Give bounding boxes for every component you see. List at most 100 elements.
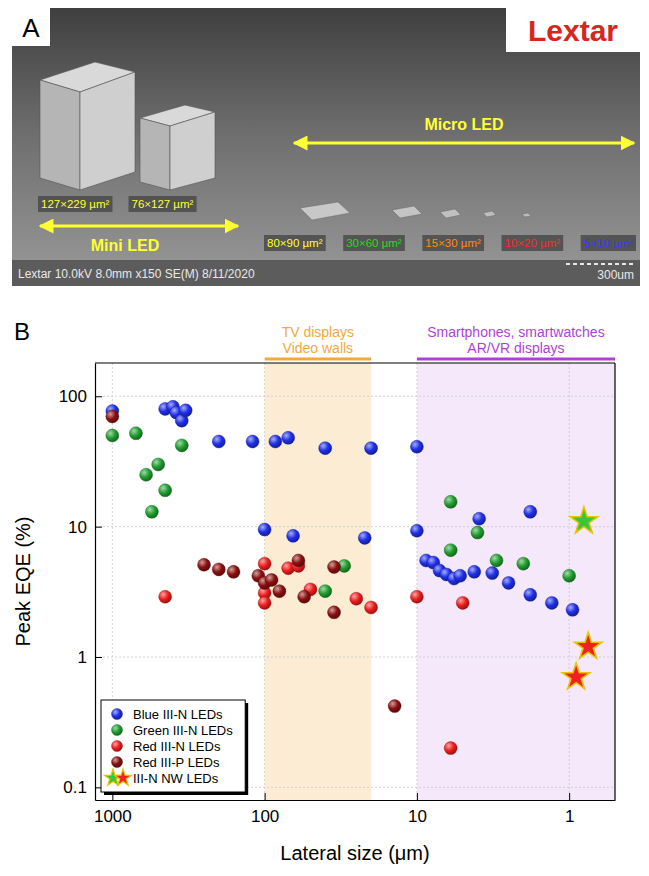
size-label: 80×90 µm² — [264, 235, 326, 251]
panel-letter-bg — [12, 8, 50, 46]
legend-symbol — [112, 709, 123, 720]
y-tick-mark — [95, 396, 102, 397]
scale-bar — [594, 263, 598, 265]
series — [106, 427, 576, 598]
point — [444, 544, 457, 557]
size-label-text: 76×127 µm² — [131, 198, 193, 210]
point — [298, 590, 311, 603]
point — [490, 554, 503, 567]
legend-label: III-N NW LEDs — [133, 771, 219, 786]
size-label: 127×229 µm² — [38, 196, 112, 212]
scale-bar — [580, 263, 584, 265]
point — [152, 458, 165, 471]
size-label-text: 15×30 µm² — [425, 237, 481, 249]
x-tick-mark — [569, 793, 570, 800]
point — [358, 531, 371, 544]
size-label-text: 5×10 µm² — [584, 237, 633, 249]
y-tick-label: 0.1 — [63, 778, 87, 797]
y-tick: 1 — [78, 648, 102, 667]
grid-line — [95, 657, 615, 658]
series — [563, 507, 602, 689]
point — [159, 590, 172, 603]
mini-led-chip — [40, 62, 135, 190]
legend-label: Red III-P LEDs — [133, 755, 220, 770]
point-star — [563, 663, 590, 689]
size-label: 30×60 µm² — [343, 235, 405, 251]
y-axis-line — [95, 364, 96, 801]
point — [566, 603, 579, 616]
scale-bar-text: 300um — [597, 268, 634, 282]
y-axis-title: Peak EQE (%) — [12, 516, 34, 646]
point — [212, 435, 225, 448]
point — [273, 585, 286, 598]
mini-arrow — [40, 225, 238, 228]
point — [502, 576, 515, 589]
x-tick: 100 — [251, 793, 279, 826]
annotation-text: TV displays — [282, 324, 354, 340]
y-tick-label: 1 — [78, 648, 87, 667]
sem-footer-text: Lextar 10.0kV 8.0mm x150 SE(M) 8/11/2020 — [18, 267, 255, 281]
chip-side — [170, 112, 215, 190]
sem-image — [12, 8, 640, 286]
point — [517, 557, 530, 570]
scale-bar — [622, 263, 626, 265]
size-label-text: 80×90 µm² — [267, 237, 323, 249]
point — [473, 512, 486, 525]
y-tick-label: 10 — [68, 518, 87, 537]
point — [129, 427, 142, 440]
point — [563, 569, 576, 582]
panel-b: BTV displaysVideo wallsSmartphones, smar… — [12, 318, 616, 864]
annotation-text: Smartphones, smartwatches — [427, 324, 604, 340]
scale-bar — [601, 263, 605, 265]
scale-bar — [615, 263, 619, 265]
size-label: 10×20 µm² — [502, 235, 564, 251]
mini-led-chip — [140, 105, 215, 190]
panel-a: Micro LEDMini LED127×229 µm²76×127 µm²80… — [12, 8, 640, 286]
micro-arrow — [294, 142, 634, 145]
x-tick-mark — [265, 793, 266, 800]
x-tick-label: 10 — [408, 807, 427, 826]
series — [106, 400, 579, 616]
size-label-text: 30×60 µm² — [346, 237, 402, 249]
point — [365, 601, 378, 614]
point — [388, 700, 401, 713]
legend: Blue III-N LEDsGreen III-N LEDsRed III-N… — [101, 700, 248, 795]
legend-symbol — [114, 769, 131, 785]
point — [258, 523, 271, 536]
logo: Lextar — [528, 14, 618, 47]
point — [227, 565, 240, 578]
plot-frame — [95, 362, 615, 363]
x-axis-title: Lateral size (μm) — [280, 842, 429, 864]
point — [246, 435, 259, 448]
point — [258, 557, 271, 570]
point — [175, 439, 188, 452]
size-label-bg — [502, 235, 564, 251]
series — [106, 410, 401, 713]
plot-frame — [614, 363, 615, 800]
x-tick-mark — [417, 793, 418, 800]
micro-led-chip — [300, 202, 350, 220]
size-label-bg — [343, 235, 405, 251]
scale-bar — [573, 263, 577, 265]
size-label-bg — [38, 196, 112, 212]
micro-led-chip — [483, 211, 496, 217]
point — [287, 529, 300, 542]
logo-bg — [506, 8, 640, 52]
point — [159, 484, 172, 497]
point — [444, 742, 457, 755]
point — [319, 442, 332, 455]
point — [468, 565, 481, 578]
legend-box — [101, 700, 245, 792]
panel-letter: B — [14, 318, 30, 345]
point — [258, 596, 271, 609]
scale-bar — [629, 263, 633, 265]
size-label: 76×127 µm² — [128, 196, 196, 212]
point-star — [570, 507, 597, 533]
point — [328, 561, 341, 574]
legend-symbol — [112, 757, 123, 768]
scale-bar — [608, 263, 612, 265]
y-axis: 0.1110100 — [59, 364, 102, 801]
point-star — [575, 632, 602, 658]
point — [319, 585, 332, 598]
micro-led-chip — [392, 206, 422, 218]
